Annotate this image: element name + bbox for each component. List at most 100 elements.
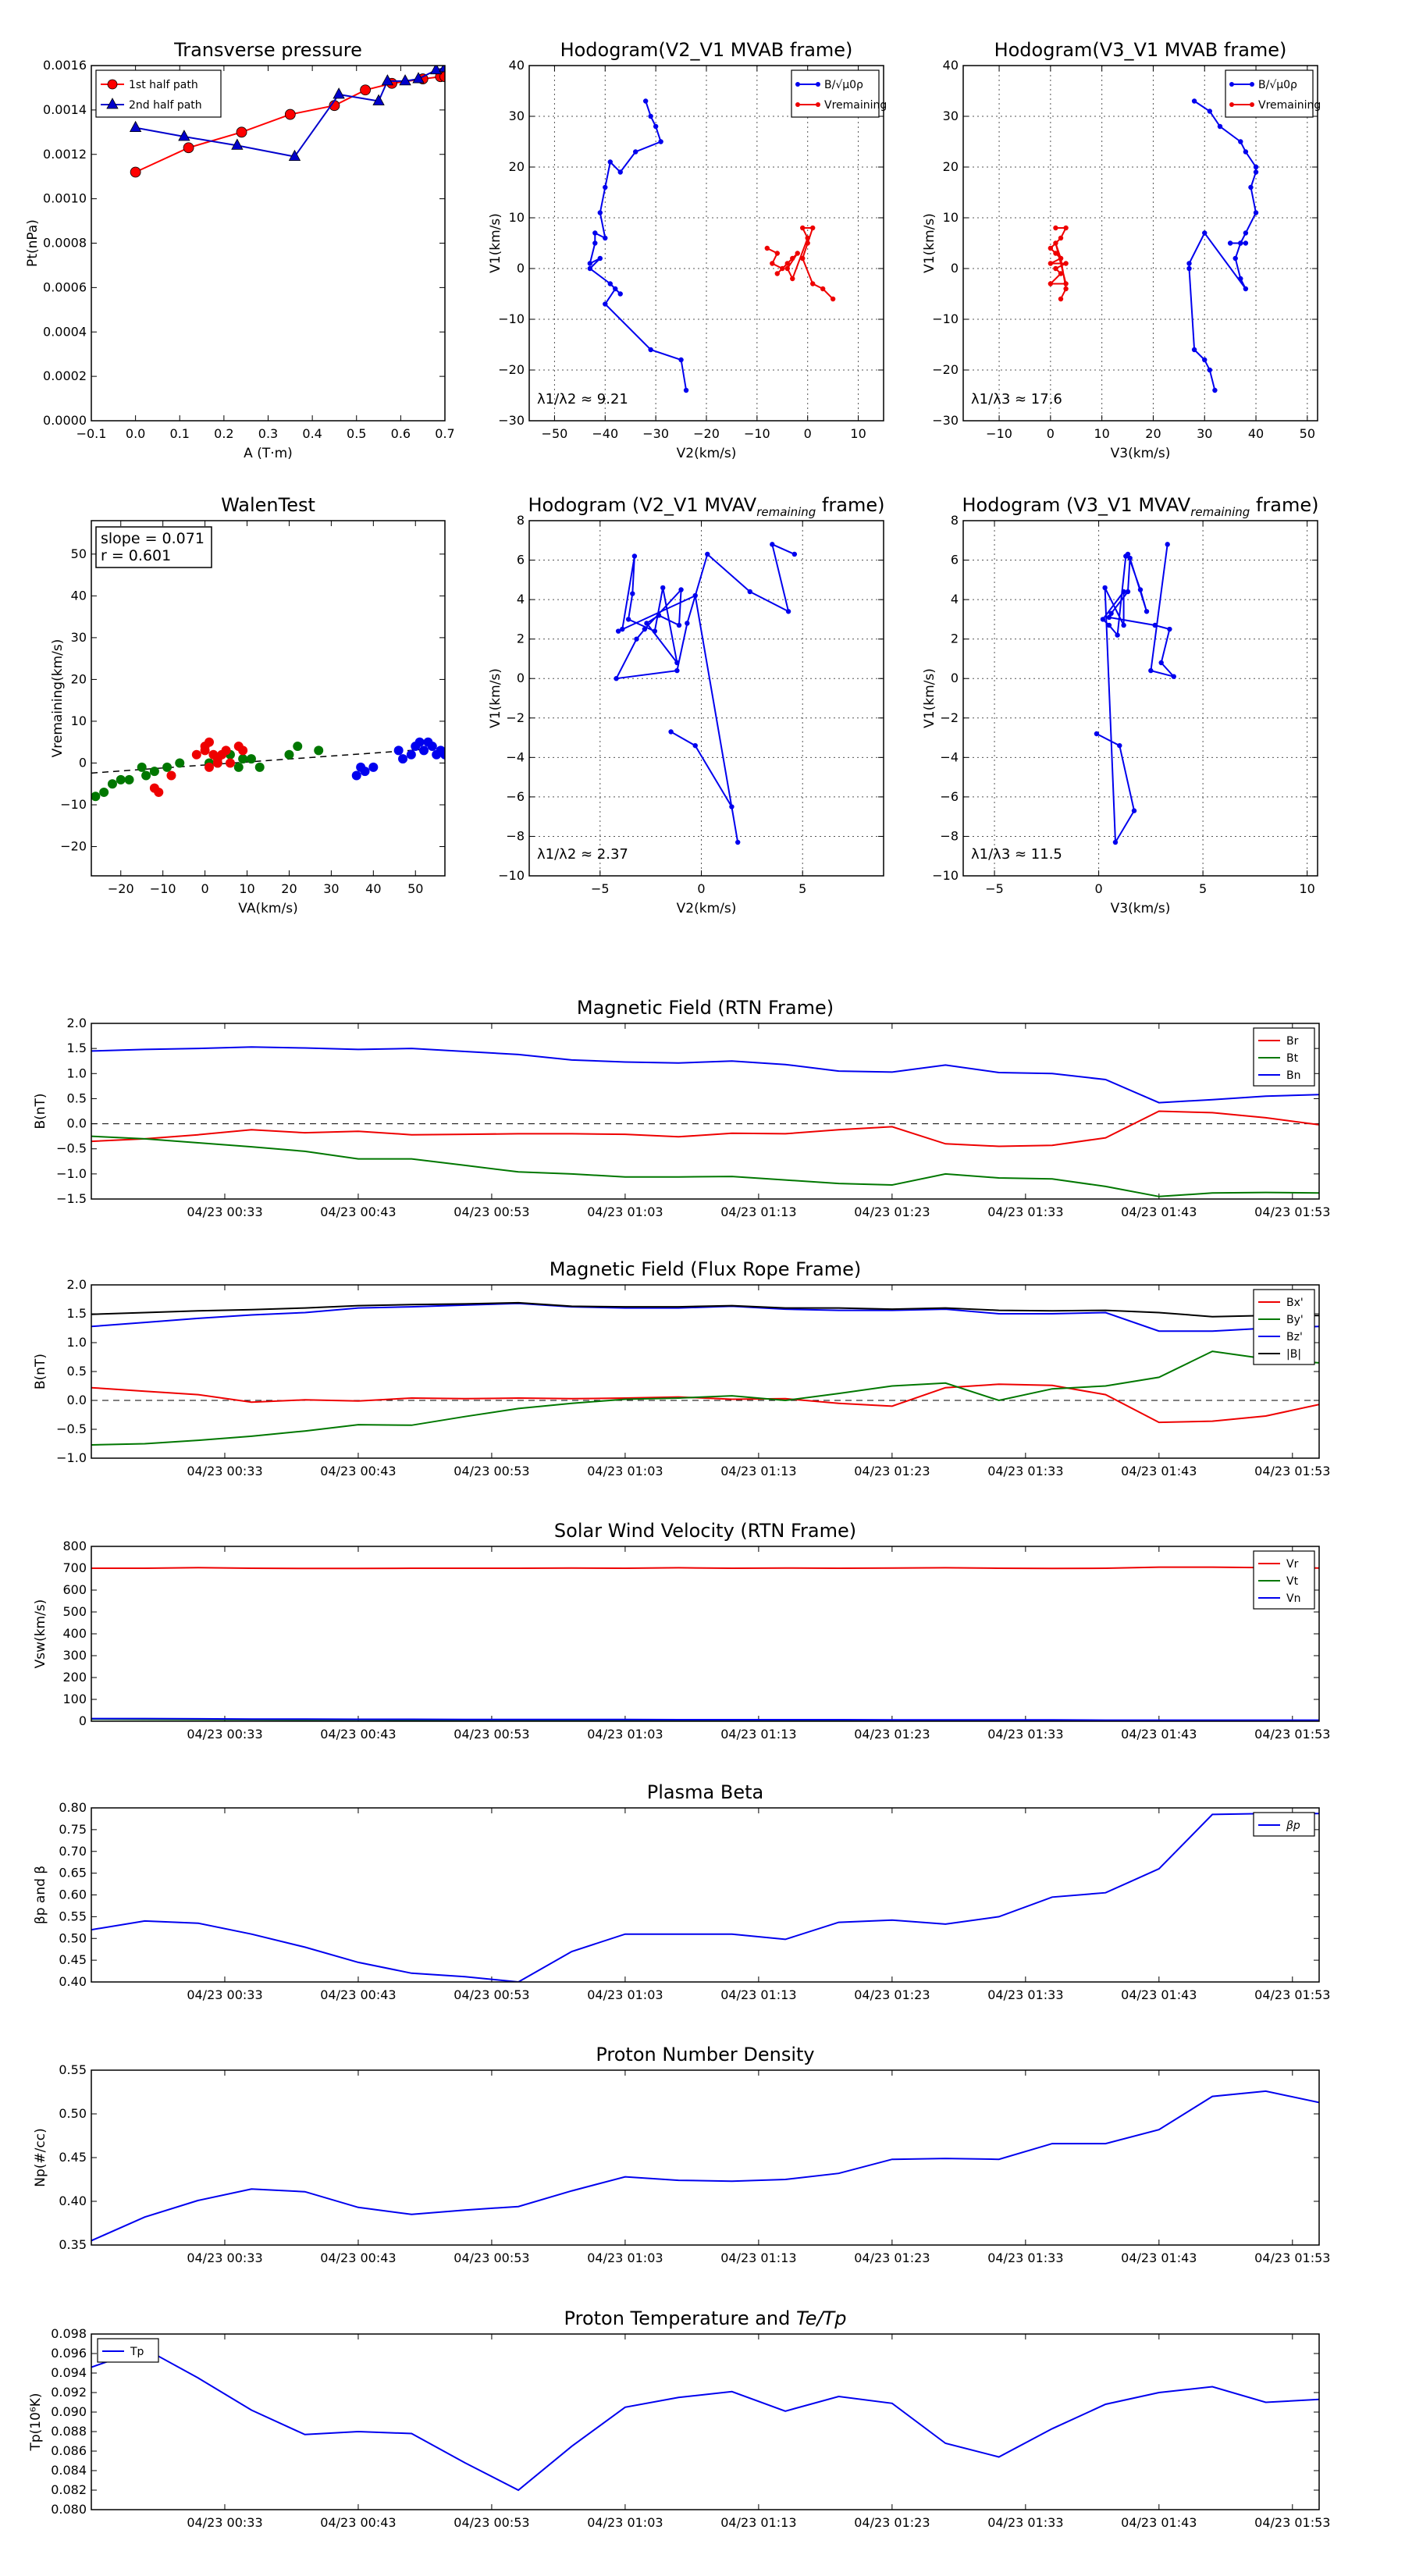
- hodogram-v3-v1-mvab-series-0-point-20: [1191, 347, 1197, 353]
- hodogram-v2-v1-mvab-series-1-point-15: [810, 281, 816, 286]
- panel-proton-temperature: 04/23 00:33 04/23 00:43 04/23 00:53 04/23 0…: [28, 2307, 1330, 2530]
- proton-temperature-xtick-label-7: 04/23 01:43: [1121, 2515, 1197, 2530]
- hodogram-v2-v1-mvav-series-0-point-1: [692, 742, 698, 749]
- magnetic-field-rtn-ytick-label-2: −0.5: [56, 1141, 87, 1156]
- magnetic-field-flux-rope-legend-label-1: By': [1286, 1314, 1304, 1326]
- transverse-pressure-ytick-label-7: 0.0014: [43, 102, 87, 117]
- walen-test-series-0-point-13: [233, 762, 244, 772]
- hodogram-v2-v1-mvab-xtick-label-2: −30: [642, 426, 669, 441]
- solar-wind-velocity-ytick-label-1: 100: [62, 1692, 87, 1706]
- hodogram-v2-v1-mvab-frame: [528, 65, 884, 422]
- hodogram-v2-v1-mvab-legend-dot-b-1: [816, 102, 820, 107]
- walen-test-series-1-point-7: [205, 762, 214, 772]
- hodogram-v2-v1-mvab-plot-area: [587, 98, 836, 393]
- hodogram-v2-v1-mvav-title-sub: remaining: [756, 505, 816, 519]
- hodogram-v2-v1-mvav-title-end: frame): [816, 494, 884, 516]
- hodogram-v2-v1-mvav-series-0-point-23: [747, 589, 752, 595]
- hodogram-v2-v1-mvab-legend-label-0: B/√μ0ρ: [824, 79, 863, 91]
- magnetic-field-flux-rope-series-1-line: [91, 1350, 1319, 1446]
- transverse-pressure-ytick-label-4: 0.0008: [43, 236, 87, 251]
- magnetic-field-flux-rope-ytick-label-1: −0.5: [56, 1421, 87, 1436]
- plasma-beta-ytick-label-1: 0.45: [59, 1952, 87, 1967]
- plasma-beta-ylabel: βp and β: [33, 1866, 48, 1924]
- hodogram-v3-v1-mvab-ytick-label-5: 20: [943, 159, 959, 174]
- panel-hodogram-v3-v1-mvav: −5 0 5 10 −10 −8 −6 −4 −2 0 2 4 6 8 V3(km/s) V1(km/s) Ho…: [922, 494, 1318, 916]
- hodogram-v2-v1-mvab-ytick-label-6: 30: [509, 109, 525, 123]
- hodogram-v3-v1-mvab-series-1-point-10: [1048, 281, 1054, 286]
- hodogram-v2-v1-mvab-xtick-label-0: −50: [542, 426, 568, 441]
- hodogram-v2-v1-mvab-series-0-point-5: [617, 169, 623, 175]
- hodogram-v2-v1-mvab-series-1-point-11: [800, 225, 806, 231]
- proton-temperature-title-main: Proton Temperature and: [564, 2307, 796, 2329]
- hodogram-v3-v1-mvab-series-1-point-1: [1063, 225, 1069, 231]
- hodogram-v3-v1-mvab-series-0-point-3: [1238, 139, 1243, 144]
- hodogram-v2-v1-mvab-annotation: λ1/λ2 ≈ 9.21: [537, 391, 628, 407]
- hodogram-v3-v1-mvav-series-0-point-4: [1102, 585, 1108, 591]
- hodogram-v2-v1-mvav-ytick-label-2: −6: [506, 789, 525, 804]
- magnetic-field-rtn-xtick-label-7: 04/23 01:43: [1121, 1204, 1197, 1219]
- hodogram-v3-v1-mvab-series-1-point-9: [1058, 271, 1064, 276]
- hodogram-v2-v1-mvab-series-1-point-0: [764, 245, 770, 251]
- hodogram-v3-v1-mvav-series-0-point-22: [1148, 667, 1154, 674]
- magnetic-field-flux-rope-legend-label-3: |B|: [1286, 1348, 1301, 1361]
- walen-test-series-1-point-3: [191, 749, 201, 760]
- hodogram-v2-v1-mvab-title: Hodogram(V2_V1 MVAB frame): [560, 39, 853, 61]
- walen-test-xtick-label-3: 10: [239, 881, 254, 896]
- hodogram-v3-v1-mvab-series-0-point-13: [1238, 240, 1243, 246]
- magnetic-field-rtn-xtick-label-5: 04/23 01:23: [854, 1204, 930, 1219]
- hodogram-v3-v1-mvav-xlabel: V3(km/s): [1111, 901, 1171, 916]
- hodogram-v3-v1-mvav-series-0-point-7: [1100, 617, 1106, 622]
- hodogram-v2-v1-mvav-title: Hodogram (V2_V1 MVAVremaining frame): [528, 494, 885, 519]
- transverse-pressure-ytick-label-1: 0.0002: [43, 368, 87, 383]
- hodogram-v2-v1-mvav-xlabel: V2(km/s): [677, 901, 737, 916]
- walen-test-stats-box: [95, 526, 212, 568]
- hodogram-v2-v1-mvav-title-main: Hodogram (V2_V1 MVAV: [528, 494, 757, 516]
- hodogram-v3-v1-mvab-series-1-point-12: [1053, 240, 1058, 246]
- magnetic-field-flux-rope-xtick-label-3: 04/23 01:03: [587, 1464, 663, 1478]
- hodogram-v3-v1-mvav-xtick-label-2: 5: [1199, 881, 1207, 896]
- walen-test-series-2-point-0: [351, 770, 361, 781]
- hodogram-v3-v1-mvab-legend-dot-a-0: [1229, 82, 1234, 87]
- transverse-pressure-legend-marker-1: [106, 98, 119, 109]
- hodogram-v2-v1-mvab-series-1: [764, 225, 836, 302]
- hodogram-v3-v1-mvab-frame: [962, 65, 1318, 422]
- magnetic-field-rtn-ytick-label-4: 0.5: [67, 1091, 87, 1105]
- solar-wind-velocity-ytick-label-5: 500: [62, 1604, 87, 1619]
- magnetic-field-rtn-series-2-line: [91, 1046, 1319, 1104]
- transverse-pressure-ytick-label-8: 0.0016: [43, 58, 87, 73]
- proton-number-density-xtick-label-8: 04/23 01:53: [1254, 2250, 1330, 2265]
- walen-test-series-0-point-8: [162, 762, 173, 772]
- hodogram-v2-v1-mvav-xtick-label-1: 0: [697, 881, 705, 896]
- hodogram-v3-v1-mvab-legend-label-1: Vremaining: [1258, 99, 1321, 112]
- hodogram-v3-v1-mvab-xtick-label-3: 20: [1145, 426, 1161, 441]
- walen-test-series-0-point-15: [246, 754, 256, 764]
- hodogram-v3-v1-mvab-plot-area: [1048, 98, 1259, 393]
- hodogram-v3-v1-mvab-series-1-point-11: [1063, 281, 1069, 286]
- hodogram-v2-v1-mvav-frame: [528, 520, 884, 877]
- solar-wind-velocity-ytick-label-6: 600: [62, 1582, 87, 1597]
- hodogram-v3-v1-mvab-annotation: λ1/λ3 ≈ 17.6: [971, 391, 1062, 407]
- hodogram-v2-v1-mvav-series-0-point-18: [634, 636, 639, 642]
- proton-temperature-ytick-label-6: 0.092: [51, 2385, 87, 2400]
- hodogram-v2-v1-mvav-series-0-point-3: [735, 839, 741, 845]
- walen-test-ytick-label-0: −20: [60, 839, 87, 854]
- walen-test-xtick-label-6: 40: [365, 881, 381, 896]
- hodogram-v3-v1-mvab-series-1-point-8: [1053, 265, 1058, 272]
- hodogram-v2-v1-mvav-ylabel: V1(km/s): [488, 668, 503, 728]
- magnetic-field-rtn-xtick-label-0: 04/23 00:33: [187, 1204, 262, 1219]
- walen-test-series-2-point-2: [360, 767, 370, 777]
- hodogram-v2-v1-mvav-series-0-point-4: [692, 592, 698, 599]
- proton-number-density-plot-area: [91, 2090, 1319, 2242]
- magnetic-field-flux-rope-xtick-label-7: 04/23 01:43: [1121, 1464, 1197, 1478]
- solar-wind-velocity-xtick-label-7: 04/23 01:43: [1121, 1727, 1197, 1742]
- hodogram-v2-v1-mvab-series-0-point-13: [597, 255, 603, 262]
- proton-number-density-ytick-label-3: 0.50: [59, 2106, 87, 2121]
- magnetic-field-rtn-ylabel: B(nT): [33, 1093, 48, 1129]
- solar-wind-velocity-ytick-label-3: 300: [62, 1648, 87, 1663]
- hodogram-v3-v1-mvab-series-1-point-2: [1058, 235, 1064, 241]
- walen-test-series-1: [149, 737, 248, 797]
- panel-transverse-pressure: −0.1 0.0 0.1 0.2 0.3 0.4 0.5 0.6 0.7 0.0000 0.0002…: [25, 39, 455, 461]
- hodogram-v3-v1-mvav-series-0-line: [1096, 544, 1176, 845]
- walen-test-plot-area: [91, 737, 445, 802]
